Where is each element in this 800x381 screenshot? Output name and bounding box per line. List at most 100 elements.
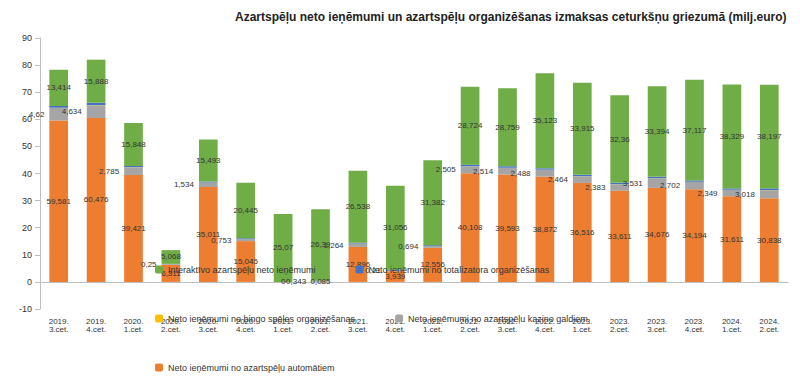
svg-text:2019.: 2019. <box>48 316 69 326</box>
svg-text:3.cet.: 3.cet. <box>348 325 368 334</box>
svg-text:39,593: 39,593 <box>495 224 520 233</box>
svg-text:0: 0 <box>281 277 286 286</box>
svg-text:20: 20 <box>22 223 32 233</box>
svg-text:3.cet.: 3.cet. <box>49 325 69 334</box>
svg-text:26,39: 26,39 <box>310 240 331 249</box>
svg-text:2019.: 2019. <box>86 316 107 326</box>
svg-text:1.cet.: 1.cet. <box>722 325 742 334</box>
svg-text:1,264: 1,264 <box>323 240 344 250</box>
svg-text:4.cet.: 4.cet. <box>685 325 705 334</box>
svg-text:3.cet.: 3.cet. <box>647 325 667 334</box>
svg-text:39,421: 39,421 <box>121 224 146 233</box>
svg-text:2,702: 2,702 <box>660 181 681 190</box>
svg-text:2,514: 2,514 <box>473 167 494 176</box>
svg-text:36,516: 36,516 <box>570 228 595 237</box>
svg-text:2023.: 2023. <box>647 316 668 326</box>
svg-text:3,531: 3,531 <box>623 179 644 188</box>
svg-text:2,349: 2,349 <box>698 189 719 198</box>
svg-text:15,493: 15,493 <box>196 156 221 165</box>
svg-text:Neto ieņēmumi no azartspēļu ka: Neto ieņēmumi no azartspēļu kazino galdi… <box>408 314 588 324</box>
svg-text:40,108: 40,108 <box>458 223 483 232</box>
svg-text:4.cet.: 4.cet. <box>386 325 406 334</box>
svg-text:33,915: 33,915 <box>570 124 595 133</box>
svg-text:Neto ieņēmumi no totalizatora: Neto ieņēmumi no totalizatora organizēša… <box>369 265 550 275</box>
svg-text:2.cet.: 2.cet. <box>610 325 630 334</box>
svg-text:0: 0 <box>27 277 32 287</box>
svg-text:2,464: 2,464 <box>548 175 569 184</box>
svg-text:32,36: 32,36 <box>610 135 631 144</box>
svg-text:2,488: 2,488 <box>511 169 532 178</box>
svg-text:33,394: 33,394 <box>645 127 670 136</box>
svg-text:3.cet.: 3.cet. <box>498 325 518 334</box>
svg-text:31,382: 31,382 <box>420 198 445 207</box>
svg-text:30,838: 30,838 <box>757 236 782 245</box>
svg-text:2023.: 2023. <box>684 316 705 326</box>
svg-text:3,939: 3,939 <box>385 272 406 282</box>
svg-text:4.cet.: 4.cet. <box>236 325 256 334</box>
svg-text:2,785: 2,785 <box>99 167 120 176</box>
svg-text:1.cet.: 1.cet. <box>124 325 144 334</box>
svg-text:1.cet.: 1.cet. <box>423 325 443 334</box>
svg-text:0,085: 0,085 <box>310 277 331 286</box>
svg-text:10: 10 <box>22 250 32 260</box>
svg-text:38,197: 38,197 <box>757 132 782 141</box>
svg-text:0,25: 0,25 <box>141 260 157 269</box>
svg-text:4,62: 4,62 <box>29 110 45 119</box>
svg-text:20,445: 20,445 <box>233 206 258 215</box>
svg-text:60: 60 <box>22 114 32 125</box>
svg-text:33,611: 33,611 <box>608 232 632 241</box>
svg-text:35,011: 35,011 <box>196 230 221 239</box>
svg-text:90: 90 <box>22 33 32 43</box>
svg-text:59,581: 59,581 <box>46 197 71 206</box>
svg-text:Neto ieņēmumi no bingo spēles: Neto ieņēmumi no bingo spēles organizēša… <box>168 314 356 324</box>
svg-text:28,759: 28,759 <box>495 123 520 132</box>
svg-text:1,534: 1,534 <box>174 180 195 189</box>
svg-text:38,872: 38,872 <box>533 225 558 234</box>
svg-text:0,753: 0,753 <box>211 236 232 245</box>
svg-text:38,329: 38,329 <box>720 132 745 141</box>
svg-text:26,538: 26,538 <box>346 202 371 211</box>
svg-text:31,611: 31,611 <box>720 235 744 244</box>
svg-text:80: 80 <box>22 60 32 70</box>
svg-text:2.cet.: 2.cet. <box>161 325 181 334</box>
svg-text:28,724: 28,724 <box>458 121 483 130</box>
svg-text:4.cet.: 4.cet. <box>535 325 555 334</box>
svg-text:13,414: 13,414 <box>46 83 71 92</box>
svg-text:2024.: 2024. <box>759 316 780 326</box>
svg-text:Azartspēļu neto ieņēmumi un az: Azartspēļu neto ieņēmumi un azartspēļu o… <box>235 10 787 24</box>
svg-text:25,07: 25,07 <box>273 243 294 252</box>
svg-text:5,068: 5,068 <box>161 252 182 261</box>
svg-text:15,848: 15,848 <box>121 140 146 149</box>
svg-text:37,117: 37,117 <box>683 126 707 135</box>
svg-text:-10: -10 <box>19 304 32 314</box>
svg-text:0,343: 0,343 <box>286 277 307 286</box>
svg-text:2.cet.: 2.cet. <box>460 325 480 334</box>
svg-text:0,694: 0,694 <box>398 242 419 251</box>
svg-text:2024.: 2024. <box>721 316 742 326</box>
svg-text:1.cet.: 1.cet. <box>573 325 593 334</box>
svg-text:4,634: 4,634 <box>62 107 83 116</box>
svg-text:12,896: 12,896 <box>345 259 371 269</box>
svg-text:2,383: 2,383 <box>585 183 606 192</box>
svg-text:2.cet.: 2.cet. <box>760 325 780 334</box>
svg-text:2.cet.: 2.cet. <box>311 325 331 334</box>
svg-text:3.cet.: 3.cet. <box>199 325 219 334</box>
svg-text:2023.: 2023. <box>609 316 630 326</box>
svg-text:35,123: 35,123 <box>533 116 558 125</box>
svg-text:40: 40 <box>22 169 32 179</box>
svg-text:Neto ieņēmumi no azartspēļu au: Neto ieņēmumi no azartspēļu automātiem <box>168 363 335 373</box>
svg-text:15,888: 15,888 <box>84 77 109 86</box>
svg-text:2,505: 2,505 <box>436 165 457 174</box>
svg-text:50: 50 <box>22 141 32 151</box>
svg-text:Interaktīvo azartspēļu neto ie: Interaktīvo azartspēļu neto ieņēmumi <box>168 265 316 275</box>
svg-text:34,194: 34,194 <box>682 231 707 240</box>
svg-text:1.cet.: 1.cet. <box>273 325 293 334</box>
svg-text:34,676: 34,676 <box>645 230 670 239</box>
svg-text:30: 30 <box>22 196 32 206</box>
svg-text:4.cet.: 4.cet. <box>86 325 106 334</box>
svg-text:31,056: 31,056 <box>383 223 408 232</box>
svg-text:2020.: 2020. <box>123 316 144 326</box>
svg-text:70: 70 <box>22 87 32 97</box>
svg-text:60,476: 60,476 <box>84 195 109 204</box>
svg-text:3,018: 3,018 <box>735 190 756 199</box>
